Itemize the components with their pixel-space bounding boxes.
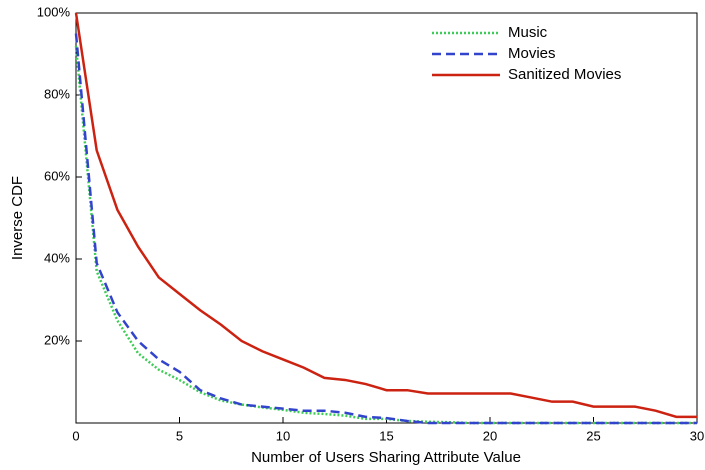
x-tick-label: 5: [176, 428, 183, 443]
x-tick-label: 10: [276, 428, 290, 443]
series-line: [74, 33, 697, 425]
legend-label: Movies: [508, 45, 556, 62]
y-axis-label: Inverse CDF: [9, 176, 26, 260]
y-tick-label: 60%: [44, 168, 70, 183]
series-line: [74, 12, 697, 419]
legend-label: Sanitized Movies: [508, 66, 621, 83]
y-tick-label: 100%: [37, 4, 71, 19]
x-tick-label: 0: [72, 428, 79, 443]
x-tick-label: 20: [483, 428, 497, 443]
legend-label: Music: [508, 24, 548, 41]
x-tick-label: 25: [586, 428, 600, 443]
y-tick-label: 80%: [44, 86, 70, 101]
y-tick-label: 20%: [44, 332, 70, 347]
y-tick-label: 40%: [44, 250, 70, 265]
x-tick-label: 15: [379, 428, 393, 443]
series-line: [74, 45, 697, 425]
x-axis-label: Number of Users Sharing Attribute Value: [251, 449, 521, 466]
x-tick-label: 30: [690, 428, 704, 443]
